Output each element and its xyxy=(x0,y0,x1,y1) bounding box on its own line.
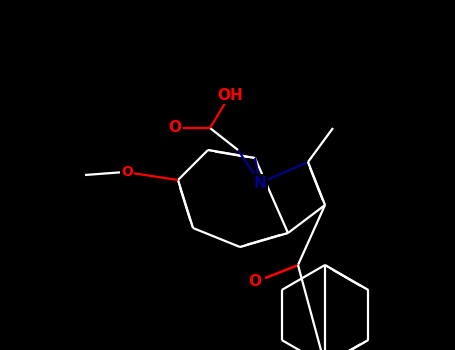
Text: O: O xyxy=(168,120,182,135)
Text: O: O xyxy=(121,165,133,179)
Text: N: N xyxy=(253,175,266,190)
Text: OH: OH xyxy=(217,88,243,103)
Text: O: O xyxy=(248,273,262,288)
